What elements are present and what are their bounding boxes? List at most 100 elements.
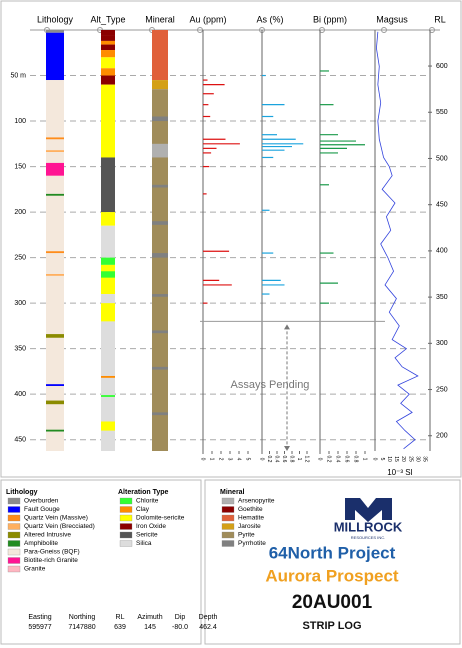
lithology-interval (46, 162, 64, 176)
track-header: Alt_Type (90, 14, 125, 24)
rl-label: 500 (436, 155, 448, 162)
depth-label: 350 (14, 346, 26, 353)
collar-value: 462.4 (199, 624, 217, 631)
legend-item: Pyrrhotite (238, 540, 266, 547)
magsus-tick-label: 20 (400, 456, 406, 462)
assay-tick-label: 0.2 (326, 456, 332, 463)
collar-value: 595977 (28, 624, 51, 631)
legend-swatch (119, 514, 133, 522)
legend-title: Lithology (6, 489, 38, 496)
assay-tick-label: 1.2 (304, 456, 310, 463)
legend-item: Arsenopyrite (238, 498, 275, 505)
logo-text: MILLROCK (334, 519, 403, 534)
assay-tick-label: 5 (245, 458, 251, 461)
alteration-interval (101, 225, 115, 258)
alteration-interval (101, 212, 115, 226)
alteration-interval (101, 375, 115, 378)
legend-item: Fault Gouge (24, 506, 60, 513)
lithology-interval (46, 193, 64, 196)
track-header: Lithology (37, 14, 74, 24)
alteration-interval (101, 50, 115, 58)
magsus-tick-label: 25 (407, 456, 413, 462)
alteration-interval (101, 264, 115, 295)
rl-label: 550 (436, 109, 448, 116)
legend-swatch (221, 540, 235, 547)
legend-item: Para-Gneiss (BQF) (24, 549, 80, 556)
legend-swatch (119, 531, 133, 539)
alteration-interval (101, 75, 115, 85)
depth-label: 300 (14, 300, 26, 307)
legend-item: Pyrite (238, 532, 255, 539)
legend-swatch (119, 506, 133, 513)
collar-label: Easting (28, 614, 51, 621)
depth-label: 400 (14, 391, 26, 398)
alteration-interval (101, 30, 115, 36)
logo-sub: RESOURCES INC. (351, 535, 385, 540)
collar-label: Northing (69, 614, 96, 621)
alteration-interval (101, 395, 115, 397)
rl-label: 300 (436, 340, 448, 347)
assay-tick-label: 0.4 (335, 456, 341, 463)
legend-item: Silica (136, 540, 152, 547)
assay-tick-label: 3 (227, 458, 233, 461)
legend-item: Quartz Vein (Massive) (24, 515, 88, 522)
rl-label: 450 (436, 202, 448, 209)
assay-tick-label: 2 (218, 458, 224, 461)
legend-swatch (221, 497, 235, 505)
assay-tick-label: 0.6 (344, 456, 350, 463)
lithology-interval (46, 80, 64, 452)
legend-swatch (7, 565, 21, 573)
legend-item: Clay (136, 506, 150, 513)
track-header: RL (434, 14, 446, 24)
assay-tick-label: 0.8 (353, 456, 359, 463)
legend-swatch (7, 557, 21, 564)
assay-tick-label: 0.6 (281, 456, 287, 463)
legend-swatch (7, 514, 21, 522)
alteration-interval (101, 84, 115, 158)
legend-item: Granite (24, 566, 46, 573)
magsus-tick-label: 5 (379, 458, 385, 461)
depth-label: 50 m (10, 72, 26, 79)
assay-tick-label: 1 (296, 458, 302, 461)
collar-label: Azimuth (137, 614, 162, 621)
legend-item: Dolomite-sericite (136, 515, 185, 522)
legend-swatch (119, 523, 133, 530)
legend-swatch (7, 548, 21, 556)
project: 64North Project (269, 543, 396, 562)
rl-label: 600 (436, 63, 448, 70)
alteration-interval (101, 257, 115, 265)
legend-swatch (7, 523, 21, 530)
lithology-interval (46, 150, 64, 153)
mineral-interval (152, 412, 168, 416)
assay-tick-label: 0 (317, 458, 323, 461)
mineral-interval (152, 30, 168, 81)
track-header: Magsus (376, 14, 408, 24)
track-header: As (%) (257, 14, 284, 24)
alteration-interval (101, 57, 115, 69)
legend-swatch (7, 497, 21, 505)
legend-frame (0, 479, 202, 645)
alteration-interval (101, 35, 115, 41)
mineral-interval (152, 253, 168, 258)
mineral-interval (152, 143, 168, 158)
lithology-interval (46, 334, 64, 338)
lithology-interval (46, 429, 64, 432)
alteration-interval (101, 44, 115, 51)
legend-item: Overburden (24, 498, 59, 505)
legend-swatch (7, 531, 21, 539)
alteration-interval (101, 421, 115, 431)
mineral-interval (152, 330, 168, 334)
hole-id: 20AU001 (292, 592, 373, 613)
legend-swatch (7, 540, 21, 547)
legend-swatch (221, 506, 235, 513)
alteration-interval (101, 271, 115, 278)
assay-tick-label: 1 (362, 458, 368, 461)
depth-label: 100 (14, 118, 26, 125)
logo (345, 498, 392, 522)
assay-tick-label: 4 (236, 458, 242, 461)
mineral-interval (152, 184, 168, 188)
collar-label: RL (116, 614, 125, 621)
assay-tick-label: 1 (209, 458, 215, 461)
